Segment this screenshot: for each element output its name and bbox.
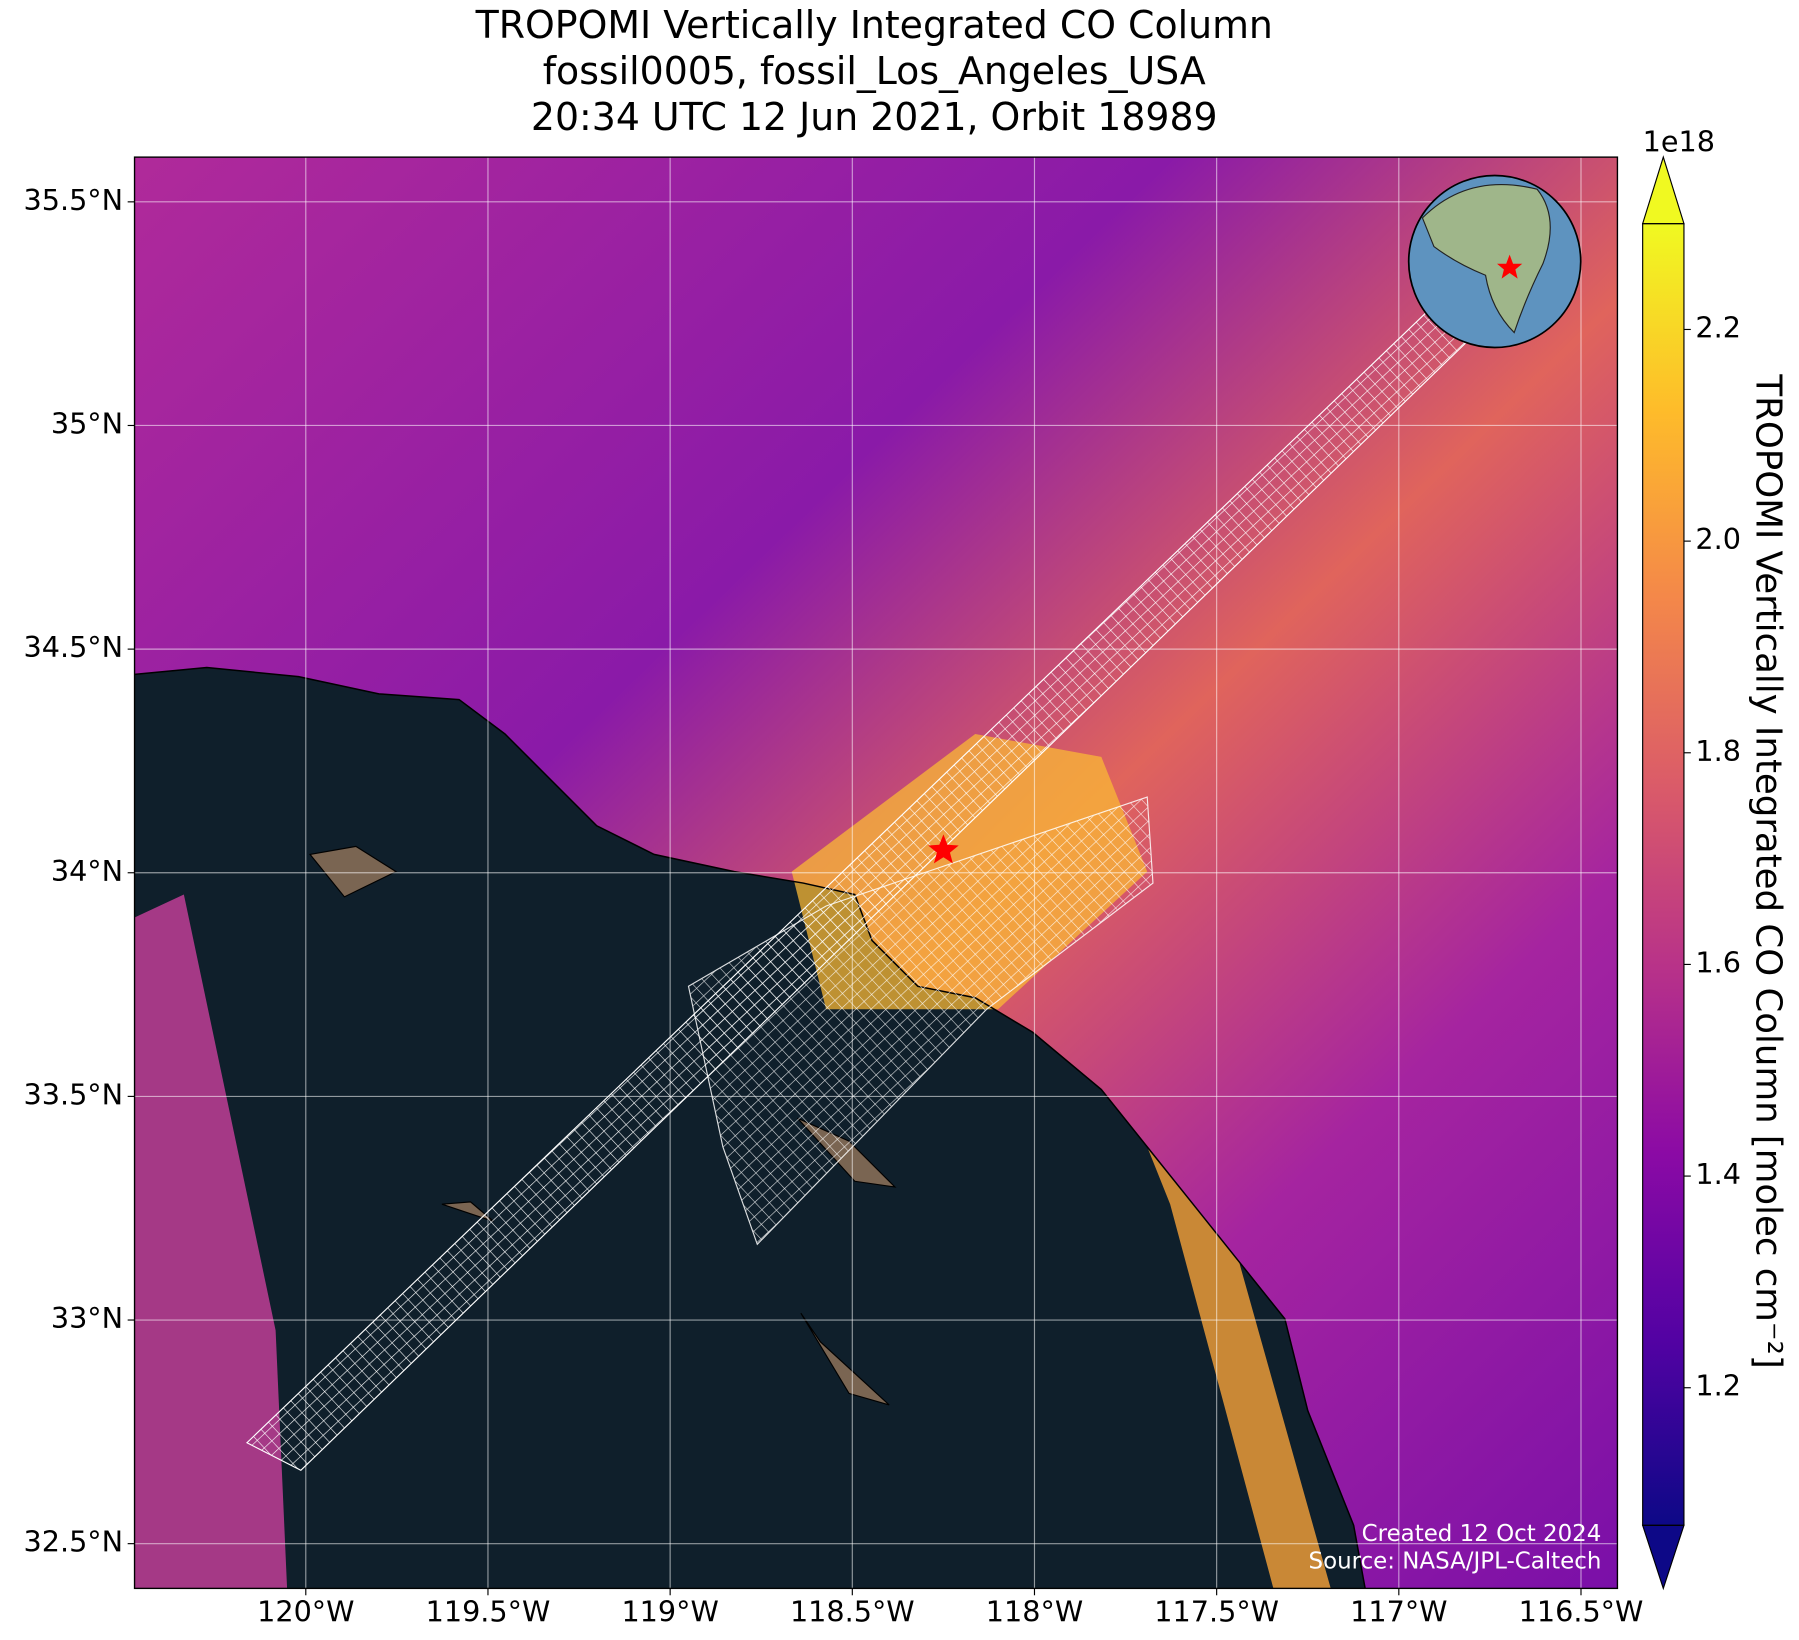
- globe-inset: [1407, 174, 1582, 349]
- colorbar-label: TROPOMI Vertically Integrated CO Column …: [1748, 373, 1789, 1368]
- site-marker: [928, 834, 959, 864]
- y-tick-label: 32.5°N: [24, 1525, 124, 1559]
- credit: Created 12 Oct 2024: [1362, 1521, 1602, 1547]
- islands: [308, 845, 897, 1406]
- plume-swath: [687, 796, 1154, 1246]
- title-line: TROPOMI Vertically Integrated CO Column: [475, 3, 1273, 47]
- x-tick-label: 117.5°W: [1154, 1595, 1279, 1629]
- x-tick-label: 118.5°W: [790, 1595, 915, 1629]
- colorbar-extend: [1641, 1524, 1685, 1591]
- y-tick-label: 33°N: [51, 1301, 123, 1335]
- credit: Source: NASA/JPL-Caltech: [1309, 1549, 1602, 1575]
- y-tick-label: 33.5°N: [24, 1077, 124, 1111]
- colorbar-tick-label: 2.0: [1695, 522, 1741, 556]
- y-tick-label: 34°N: [51, 854, 123, 888]
- x-tick-label: 118°W: [986, 1595, 1083, 1629]
- title-line: fossil0005, fossil_Los_Angeles_USA: [543, 49, 1206, 93]
- y-tick-label: 35.5°N: [24, 183, 124, 217]
- colorbar-tick-label: 1.6: [1695, 945, 1741, 979]
- colorbar-extend: [1641, 155, 1685, 225]
- colorbar-offset: 1e18: [1643, 124, 1715, 158]
- x-tick-label: 120°W: [257, 1595, 354, 1629]
- x-tick-label: 117°W: [1350, 1595, 1447, 1629]
- x-tick-label: 119.5°W: [426, 1595, 551, 1629]
- y-tick-label: 34.5°N: [24, 630, 124, 664]
- colorbar-tick-label: 1.8: [1695, 734, 1741, 768]
- colorbar-tick-label: 1.4: [1695, 1157, 1741, 1191]
- x-tick-label: 119°W: [621, 1595, 718, 1629]
- title-line: 20:34 UTC 12 Jun 2021, Orbit 18989: [531, 95, 1218, 139]
- colorbar-frame: [1642, 223, 1685, 1526]
- colorbar: [1642, 223, 1684, 1526]
- colorbar-tick-label: 2.2: [1695, 310, 1741, 344]
- map-area: [134, 157, 1618, 1589]
- x-tick-label: 116.5°W: [1519, 1595, 1644, 1629]
- colorbar-tick-label: 1.2: [1695, 1369, 1741, 1403]
- coastal-pixels: [1147, 1146, 1331, 1589]
- offshore-pixels: [134, 894, 288, 1589]
- y-tick-label: 35°N: [51, 406, 123, 440]
